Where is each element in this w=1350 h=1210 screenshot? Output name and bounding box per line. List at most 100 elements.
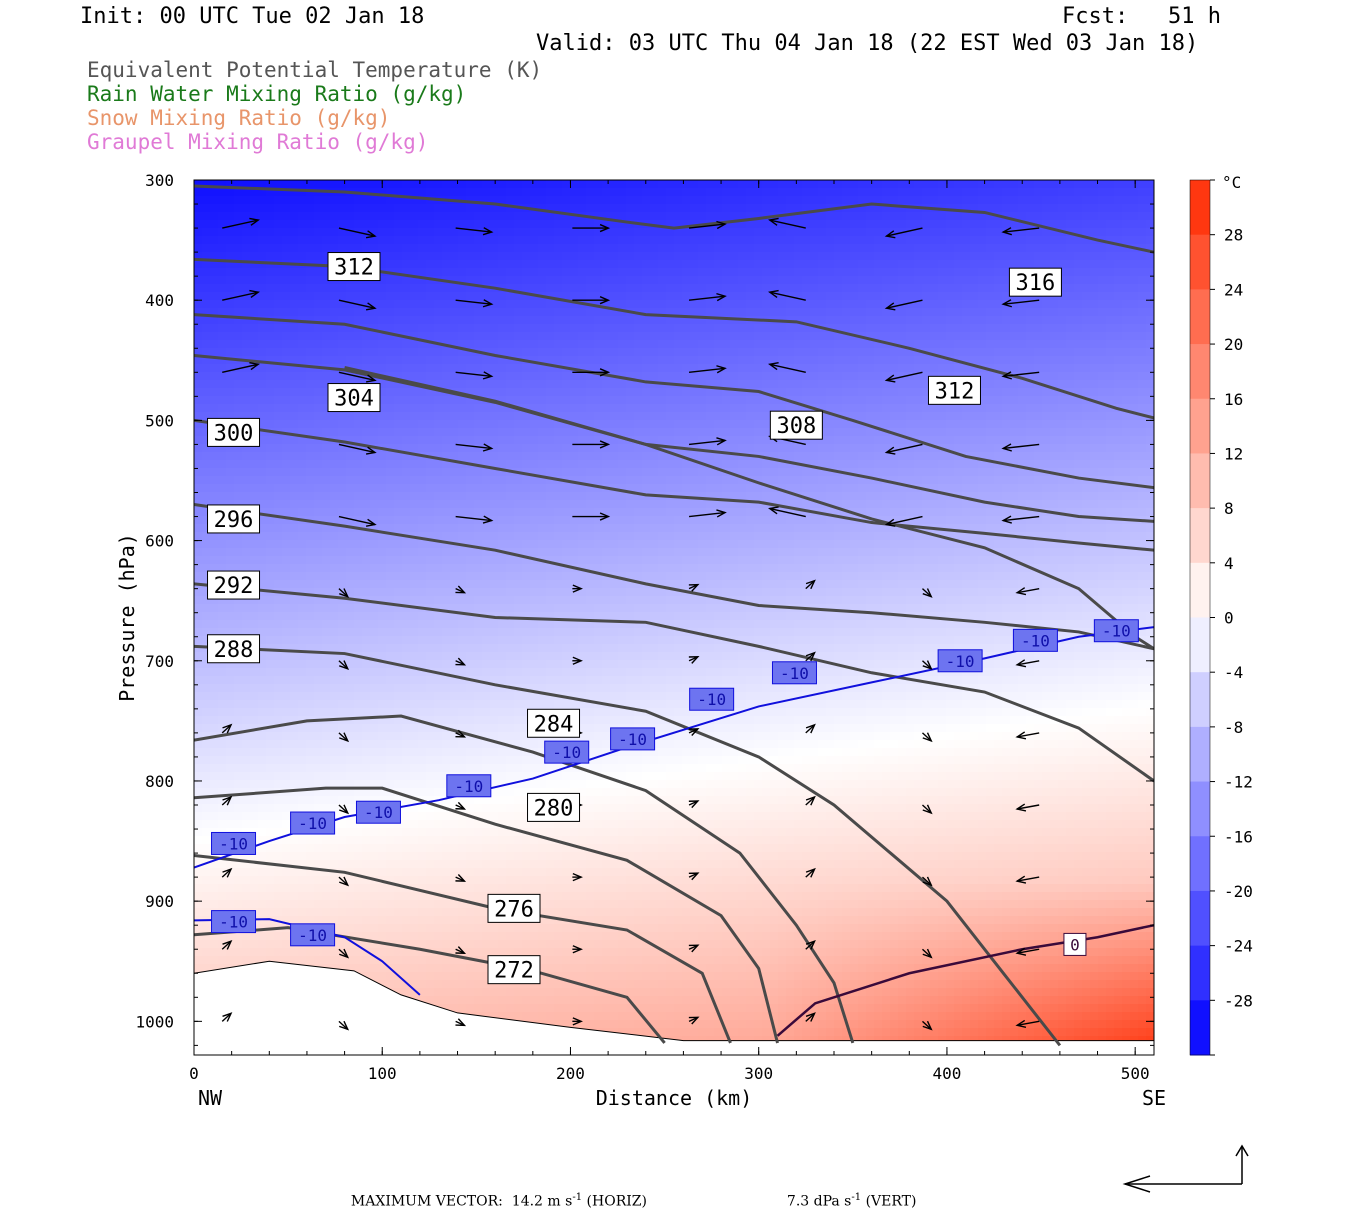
temperature-cell	[306, 644, 314, 652]
temperature-cell	[274, 884, 282, 892]
temperature-cell	[274, 204, 282, 212]
temperature-cell	[378, 252, 386, 260]
temperature-cell	[546, 444, 554, 452]
temperature-cell	[402, 964, 410, 972]
temperature-cell	[450, 836, 458, 844]
temperature-cell	[258, 596, 266, 604]
temperature-cell	[346, 212, 354, 220]
temperature-cell	[466, 404, 474, 412]
temperature-cell	[194, 756, 202, 764]
temperature-cell	[482, 268, 490, 276]
temperature-cell	[322, 756, 330, 764]
temperature-cell	[418, 740, 426, 748]
temperature-cell	[394, 284, 402, 292]
temperature-cell	[418, 940, 426, 948]
temperature-cell	[490, 588, 498, 596]
temperature-cell	[290, 252, 298, 260]
temperature-cell	[370, 828, 378, 836]
temperature-cell	[202, 628, 210, 636]
temperature-cell	[274, 812, 282, 820]
temperature-cell	[290, 284, 298, 292]
temperature-cell	[274, 628, 282, 636]
temperature-cell	[394, 572, 402, 580]
temperature-cell	[210, 196, 218, 204]
temperature-cell	[338, 300, 346, 308]
temperature-cell	[426, 684, 434, 692]
temperature-cell	[442, 412, 450, 420]
temperature-cell	[490, 692, 498, 700]
temperature-cell	[234, 740, 242, 748]
temperature-cell	[498, 324, 506, 332]
temperature-cell	[466, 836, 474, 844]
temperature-cell	[466, 524, 474, 532]
temperature-cell	[202, 244, 210, 252]
temperature-cell	[202, 572, 210, 580]
temperature-cell	[226, 324, 234, 332]
temperature-cell	[458, 180, 466, 188]
temperature-cell	[482, 988, 490, 996]
temperature-cell	[546, 940, 554, 948]
temperature-cell	[530, 484, 538, 492]
temperature-cell	[474, 852, 482, 860]
temperature-cell	[274, 604, 282, 612]
temperature-cell	[386, 356, 394, 364]
temperature-cell	[378, 828, 386, 836]
temperature-cell	[378, 556, 386, 564]
temperature-cell	[250, 372, 258, 380]
temperature-cell	[290, 244, 298, 252]
temperature-cell	[506, 932, 514, 940]
temperature-cell	[218, 476, 226, 484]
temperature-cell	[202, 188, 210, 196]
temperature-cell	[362, 460, 370, 468]
temperature-cell	[338, 708, 346, 716]
temperature-cell	[274, 412, 282, 420]
temperature-cell	[402, 820, 410, 828]
temperature-cell	[474, 300, 482, 308]
temperature-cell	[266, 364, 274, 372]
temperature-cell	[362, 660, 370, 668]
temperature-cell	[458, 604, 466, 612]
temperature-cell	[418, 932, 426, 940]
temperature-cell	[442, 924, 450, 932]
temperature-cell	[458, 284, 466, 292]
temperature-cell	[490, 580, 498, 588]
temperature-cell	[474, 868, 482, 876]
temperature-cell	[346, 540, 354, 548]
temperature-cell	[378, 300, 386, 308]
temperature-cell	[250, 956, 258, 964]
temperature-cell	[194, 428, 202, 436]
temperature-cell	[242, 700, 250, 708]
temperature-cell	[354, 876, 362, 884]
temperature-cell	[362, 332, 370, 340]
temperature-cell	[418, 652, 426, 660]
temperature-cell	[242, 220, 250, 228]
temperature-cell	[474, 812, 482, 820]
temperature-cell	[538, 204, 546, 212]
temperature-cell	[362, 524, 370, 532]
temperature-cell	[498, 212, 506, 220]
temperature-cell	[338, 428, 346, 436]
temperature-cell	[234, 540, 242, 548]
temperature-cell	[434, 828, 442, 836]
temperature-cell	[354, 828, 362, 836]
temperature-cell	[338, 596, 346, 604]
temperature-cell	[218, 596, 226, 604]
temperature-cell	[306, 916, 314, 924]
temperature-cell	[386, 540, 394, 548]
temperature-cell	[434, 532, 442, 540]
temperature-cell	[282, 884, 290, 892]
temperature-cell	[554, 404, 562, 412]
temperature-cell	[322, 228, 330, 236]
temperature-cell	[378, 852, 386, 860]
temperature-cell	[314, 540, 322, 548]
temperature-cell	[386, 900, 394, 908]
temperature-cell	[194, 228, 202, 236]
temperature-cell	[474, 508, 482, 516]
temperature-cell	[330, 420, 338, 428]
temperature-cell	[530, 452, 538, 460]
temperature-cell	[490, 244, 498, 252]
temperature-cell	[434, 316, 442, 324]
temperature-cell	[218, 684, 226, 692]
temperature-cell	[538, 644, 546, 652]
temperature-cell	[266, 580, 274, 588]
